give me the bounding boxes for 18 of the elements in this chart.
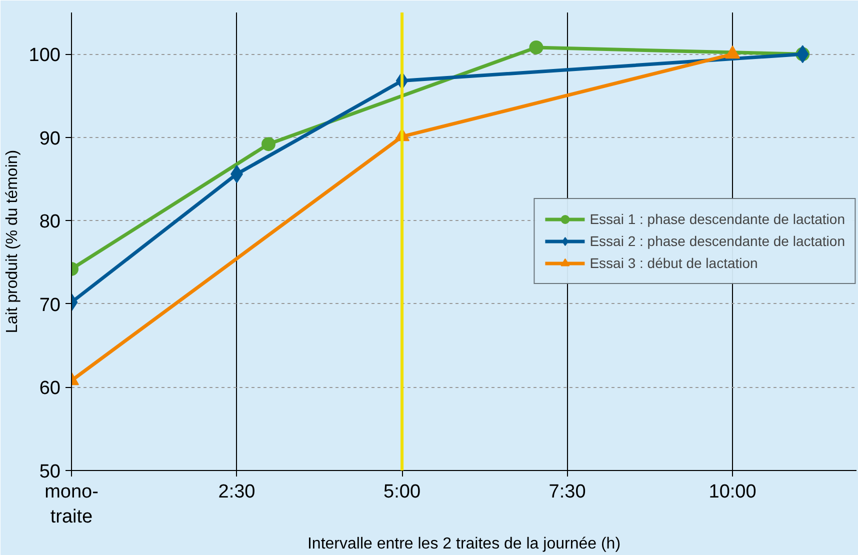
x-axis-title: Intervalle entre les 2 traites de la journée (h) bbox=[307, 536, 621, 553]
x-tick-label: mono- traite bbox=[44, 482, 98, 528]
y-tick-label: 100 bbox=[28, 45, 60, 66]
x-tick-label: 10:00 bbox=[708, 482, 756, 502]
x-tick-label: 2:30 bbox=[218, 482, 256, 502]
x-tick-label: 7:30 bbox=[548, 482, 586, 502]
y-tick-label: 70 bbox=[39, 294, 61, 316]
legend-label: Essai 1 : phase descendante de lactation bbox=[590, 211, 845, 227]
y-tick-label: 80 bbox=[39, 212, 61, 233]
y-tick-label: 50 bbox=[39, 462, 61, 482]
point bbox=[261, 137, 276, 152]
y-tick-label: 60 bbox=[39, 378, 61, 400]
y-tick-label: 90 bbox=[39, 128, 61, 150]
point bbox=[529, 40, 544, 54]
x-tick-label: 5:00 bbox=[384, 482, 421, 502]
legend-label: Essai 3 : début de lactation bbox=[590, 255, 758, 271]
y-axis-title: Lait produit (% du témoin) bbox=[4, 150, 21, 334]
legend-label: Essai 2 : phase descendante de lactation bbox=[590, 233, 845, 249]
